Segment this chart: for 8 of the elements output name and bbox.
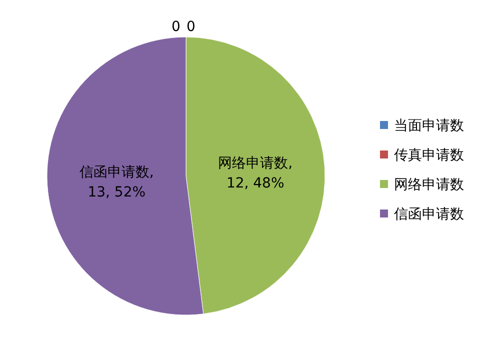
legend-label: 传真申请数 <box>394 148 464 164</box>
data-label: 信函申请数, 13, 52% <box>79 164 154 200</box>
text: 0 <box>172 19 180 35</box>
legend-label: 网络申请数 <box>394 177 464 193</box>
text: 0 <box>186 19 196 35</box>
data-label: 网络申请数, 12, 48% <box>218 156 293 192</box>
legend-label: 信函申请数 <box>394 206 464 222</box>
legend-label: 当面申请数 <box>394 118 464 134</box>
